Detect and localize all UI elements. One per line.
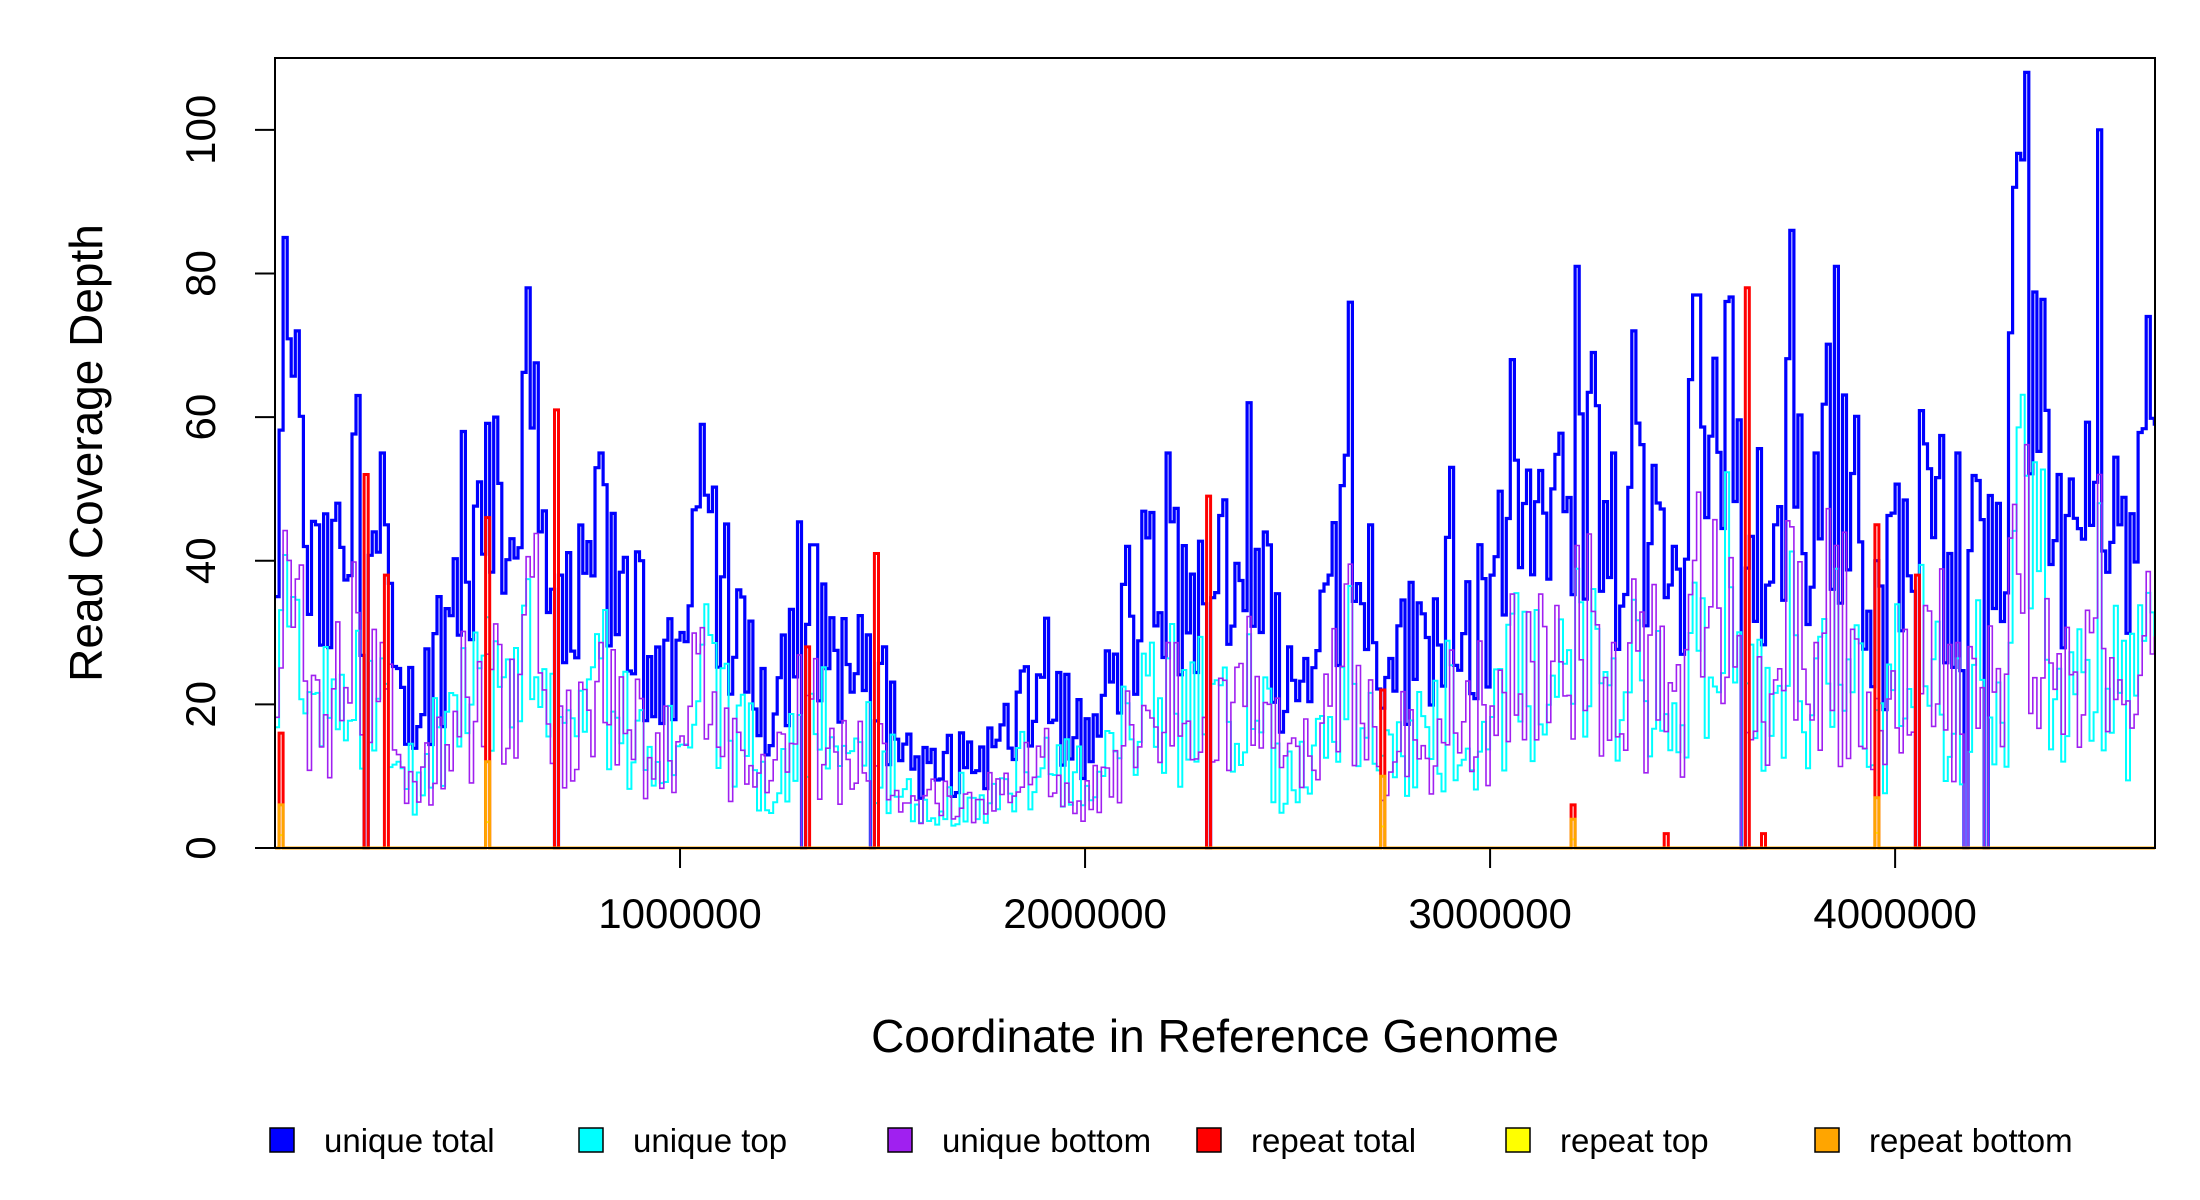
legend-swatch (1505, 1127, 1531, 1153)
y-tick-label: 40 (177, 537, 224, 584)
series-line-unique-bottom (275, 443, 2156, 849)
legend-swatch (578, 1127, 604, 1153)
legend-label: repeat total (1251, 1122, 1416, 1159)
x-tick-label: 4000000 (1813, 890, 1977, 937)
x-tick-label: 1000000 (598, 890, 762, 937)
y-tick-label: 0 (177, 836, 224, 859)
x-tick-label: 2000000 (1003, 890, 1167, 937)
series-line-repeat-total (275, 286, 2155, 850)
y-tick-label: 20 (177, 681, 224, 728)
legend-swatch (887, 1127, 913, 1153)
legend-swatch (1196, 1127, 1222, 1153)
legend-label: unique total (324, 1122, 495, 1159)
y-tick-label: 100 (177, 95, 224, 165)
x-tick-label: 3000000 (1408, 890, 1572, 937)
y-tick-label: 60 (177, 394, 224, 441)
legend-swatch (1814, 1127, 1840, 1153)
series-line-unique-total (275, 70, 2156, 850)
y-tick-label: 80 (177, 250, 224, 297)
legend-label: repeat top (1560, 1122, 1709, 1159)
legend-label: repeat bottom (1869, 1122, 2073, 1159)
legend-label: unique top (633, 1122, 787, 1159)
plot-frame (274, 57, 2156, 849)
axes: 1000000 2000000 3000000 4000000 0 20 40 60 80 100 (177, 95, 1977, 937)
legend: unique total unique top unique bottom repea… (269, 1122, 2073, 1159)
plot-area (275, 70, 2156, 850)
x-axis-title: Coordinate in Reference Genome (871, 1010, 1559, 1062)
legend-swatch (269, 1127, 295, 1153)
legend-label: unique bottom (942, 1122, 1151, 1159)
y-axis-title: Read Coverage Depth (60, 224, 112, 682)
